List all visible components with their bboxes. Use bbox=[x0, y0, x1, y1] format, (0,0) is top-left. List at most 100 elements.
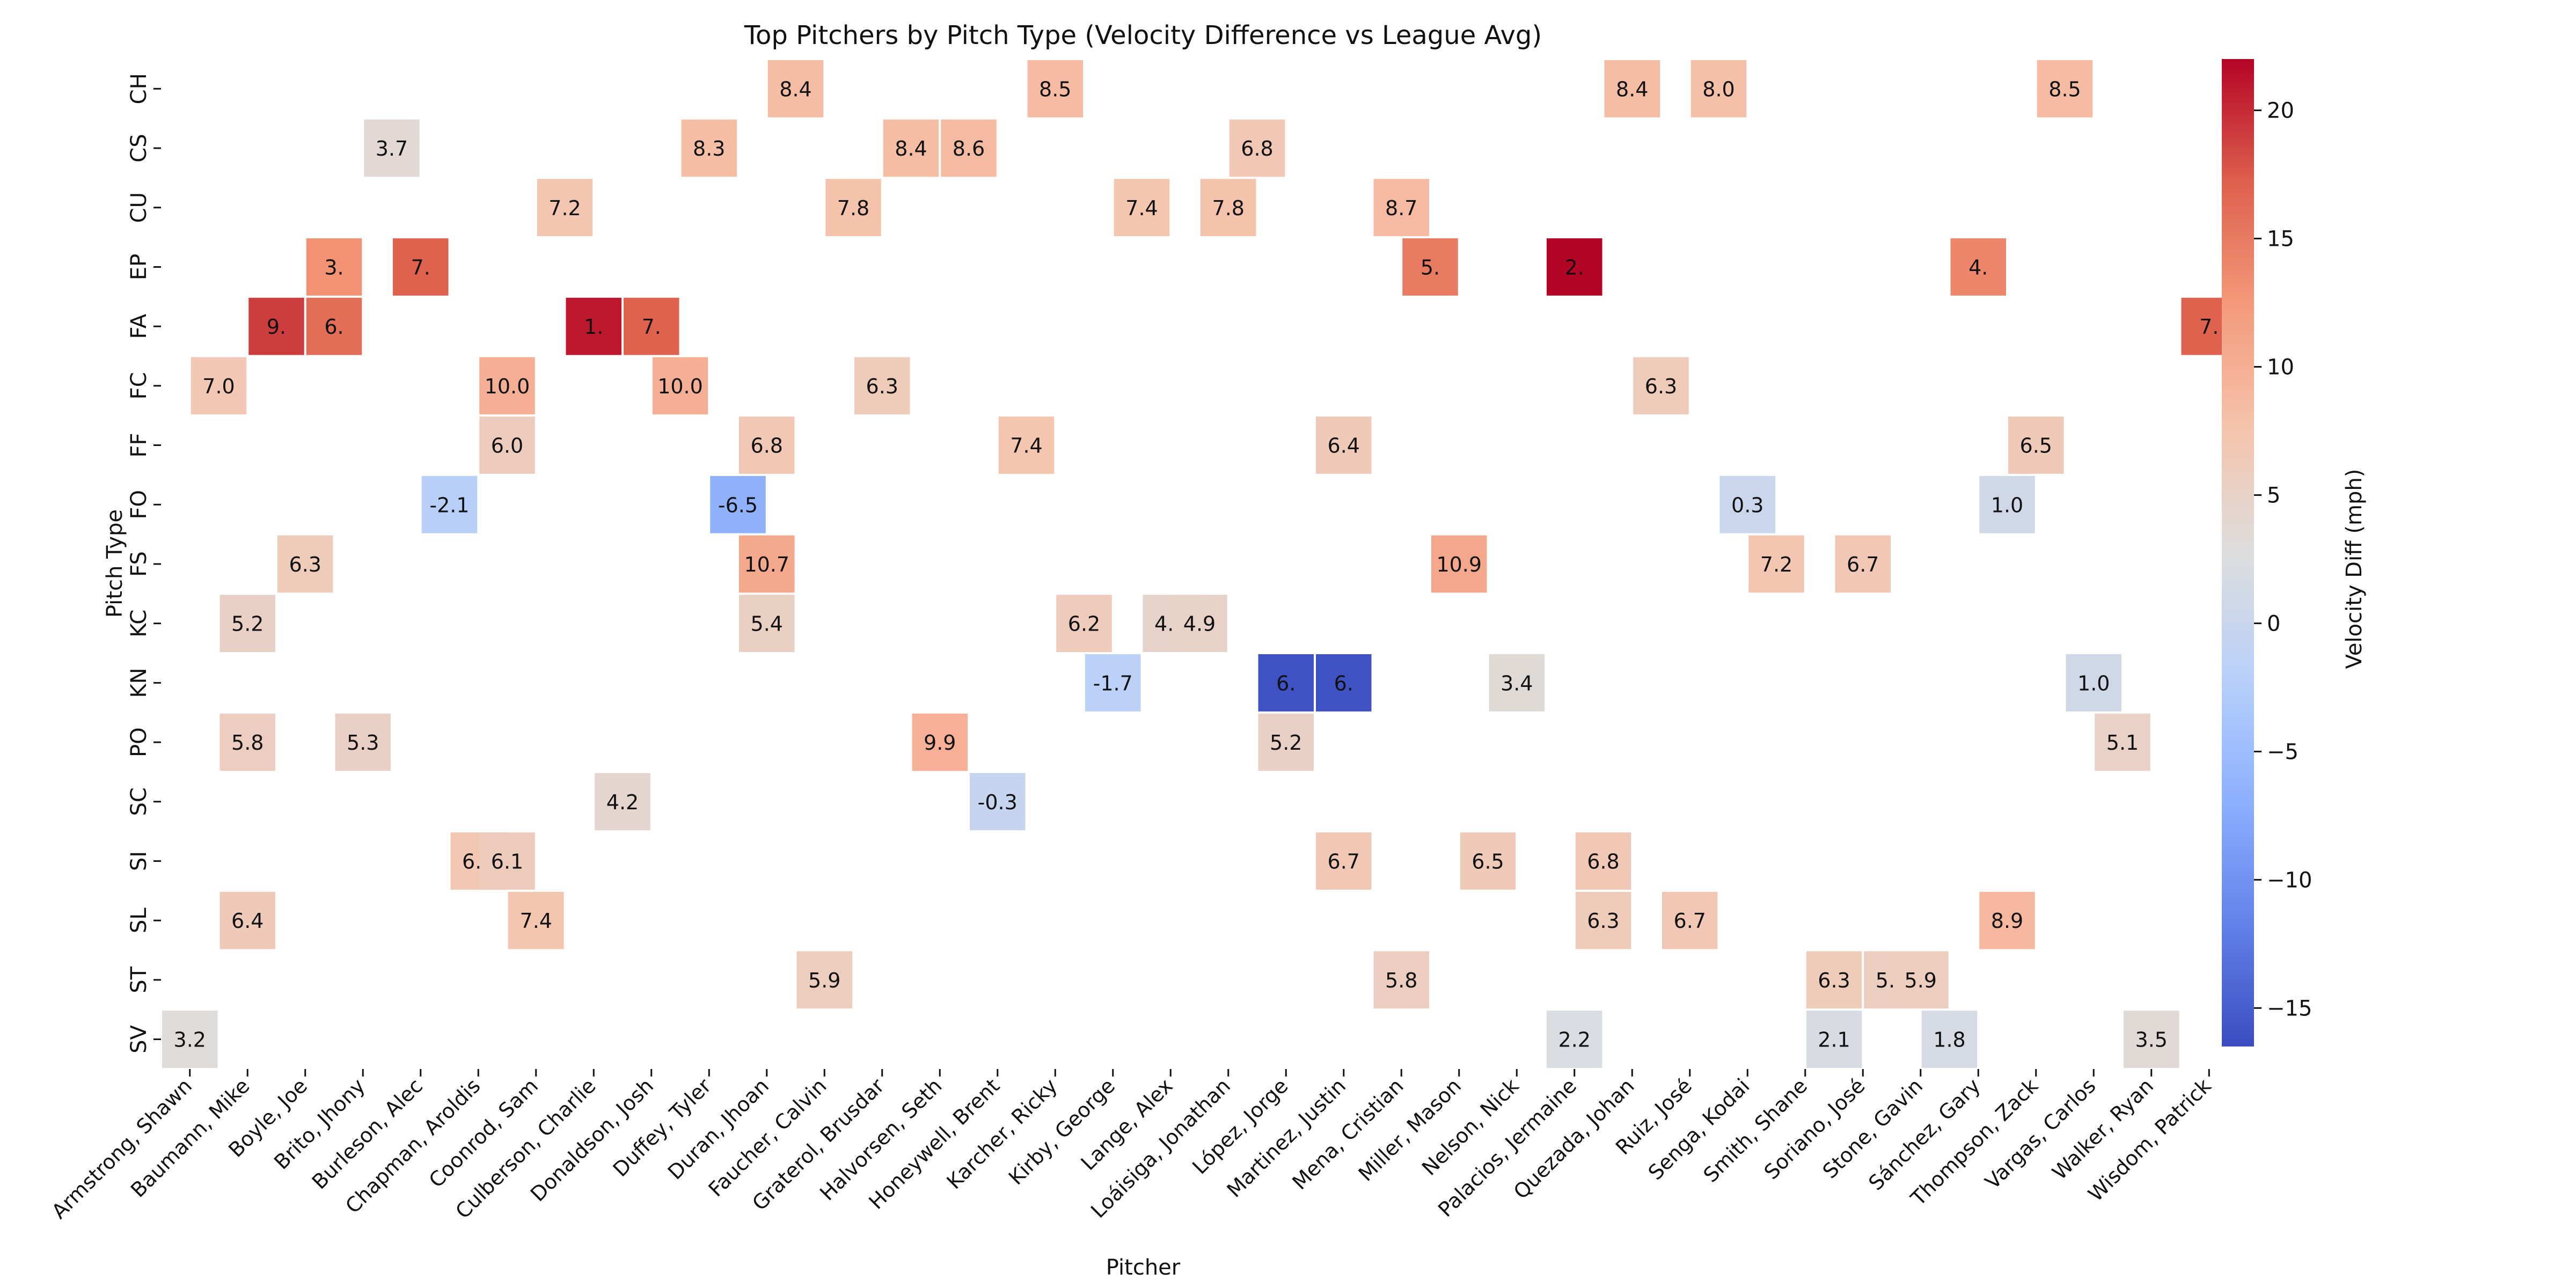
heatmap-cell bbox=[1373, 179, 1429, 237]
cell-value-label: 7.4 bbox=[1010, 434, 1042, 458]
cell-value-label: 10.0 bbox=[657, 375, 703, 398]
heatmap-cell bbox=[998, 416, 1055, 474]
cell-value-label: 8.5 bbox=[2048, 77, 2081, 101]
cell-value-label: 8.9 bbox=[1991, 909, 2023, 933]
cell-value-label: 7.4 bbox=[520, 909, 552, 933]
cell-value-label: -1.7 bbox=[1093, 671, 1133, 695]
cell-value-label: 5.8 bbox=[231, 731, 264, 755]
cell-value-label: 6.3 bbox=[1818, 969, 1850, 992]
y-axis-label: Pitch Type bbox=[103, 509, 127, 618]
cell-value-label: 6.8 bbox=[751, 434, 783, 458]
cell-value-label: 2. bbox=[1565, 255, 1584, 279]
cell-value-label: 2.1 bbox=[1818, 1028, 1850, 1052]
cell-value-label: 3. bbox=[324, 255, 343, 279]
y-tick-label: EP bbox=[127, 254, 151, 280]
heatmap-cell bbox=[941, 119, 997, 177]
cell-value-label: 5.4 bbox=[751, 612, 783, 636]
heatmap-cell bbox=[162, 1011, 218, 1068]
cell-value-label: 7.2 bbox=[548, 196, 581, 220]
heatmap-cell bbox=[306, 297, 362, 355]
heatmap-cell bbox=[1806, 1011, 1862, 1068]
cell-value-label: 6.4 bbox=[1328, 434, 1360, 458]
heatmap-cell bbox=[1460, 832, 1516, 890]
cell-value-label: 6.2 bbox=[1068, 612, 1100, 636]
heatmap-cell bbox=[1806, 951, 1862, 1009]
heatmap-cell bbox=[2008, 416, 2064, 474]
y-tick-label: SC bbox=[127, 787, 151, 816]
heatmap-cell bbox=[1893, 951, 1949, 1009]
x-tick-label: Smith, Shane bbox=[1699, 1074, 1812, 1187]
cell-value-label: 6.0 bbox=[491, 434, 523, 458]
colorbar-gradient bbox=[2222, 59, 2254, 1046]
heatmap-cell bbox=[2066, 654, 2121, 712]
cell-value-label: 7.0 bbox=[202, 375, 235, 398]
heatmap-cell bbox=[479, 832, 535, 890]
heatmap-cell bbox=[1575, 891, 1631, 949]
cell-value-label: 3.5 bbox=[2135, 1028, 2168, 1052]
heatmap-cells: 8.4 8.5 8.4 8.0 8.5 3.7 8.3 8.4 8.6 6.8 7.2 7.8 7.4 7… bbox=[162, 60, 2237, 1068]
y-tick-label: SV bbox=[127, 1025, 151, 1053]
heatmap-cell bbox=[2124, 1011, 2179, 1068]
heatmap-cell bbox=[1316, 832, 1372, 890]
heatmap-cell bbox=[854, 357, 910, 415]
y-tick-label: FO bbox=[127, 490, 151, 519]
heatmap-cell bbox=[1835, 535, 1891, 593]
heatmap-cell bbox=[710, 475, 766, 533]
x-tick-label: Miller, Mason bbox=[1354, 1074, 1466, 1185]
heatmap-cell bbox=[739, 595, 795, 652]
cell-value-label: 6.5 bbox=[1472, 850, 1504, 873]
cell-value-label: 6. bbox=[324, 315, 343, 339]
y-tick-label: CU bbox=[127, 192, 151, 223]
cell-value-label: 3.4 bbox=[1501, 671, 1533, 695]
cell-value-label: 8.6 bbox=[953, 137, 985, 160]
chart-title: Top Pitchers by Pitch Type (Velocity Dif… bbox=[744, 20, 1542, 50]
heatmap-cell bbox=[479, 357, 535, 415]
cell-value-label: 8.7 bbox=[1385, 196, 1417, 220]
heatmap-cell bbox=[1316, 416, 1372, 474]
heatmap-cell bbox=[739, 535, 795, 593]
heatmap-cell bbox=[1604, 60, 1660, 118]
heatmap-cell bbox=[1258, 713, 1314, 771]
y-tick-label: KN bbox=[127, 668, 151, 698]
heatmap-cell bbox=[912, 713, 968, 771]
cell-value-label: 6.3 bbox=[1587, 909, 1619, 933]
heatmap-cell bbox=[393, 238, 449, 296]
heatmap-cell bbox=[624, 297, 679, 355]
heatmap-cell bbox=[1229, 119, 1285, 177]
heatmap-cell bbox=[1172, 595, 1227, 652]
cell-value-label: 6.8 bbox=[1587, 850, 1619, 873]
cell-value-label: 5.1 bbox=[2106, 731, 2139, 755]
heatmap-cell bbox=[681, 119, 737, 177]
heatmap-cell bbox=[739, 416, 795, 474]
heatmap-cell bbox=[2095, 713, 2150, 771]
heatmap-cell bbox=[1748, 535, 1804, 593]
heatmap-cell bbox=[1402, 238, 1458, 296]
y-tick-label: SI bbox=[127, 851, 151, 871]
y-tick-label: KC bbox=[127, 610, 151, 638]
heatmap-cell bbox=[1547, 238, 1602, 296]
cell-value-label: 8.4 bbox=[895, 137, 927, 160]
cell-value-label: 6.4 bbox=[231, 909, 264, 933]
cell-value-label: 5.8 bbox=[1385, 969, 1417, 992]
heatmap-cell bbox=[1489, 654, 1545, 712]
colorbar-tick-label: 10 bbox=[2267, 355, 2294, 380]
cell-value-label: 5.3 bbox=[347, 731, 379, 755]
colorbar-tick-label: −10 bbox=[2267, 868, 2312, 892]
cell-value-label: 7.8 bbox=[837, 196, 869, 220]
cell-value-label: 6.3 bbox=[289, 553, 321, 576]
cell-value-label: 7.8 bbox=[1212, 196, 1245, 220]
heatmap-cell bbox=[364, 119, 420, 177]
y-tick-label: CS bbox=[127, 134, 151, 162]
heatmap-cell bbox=[306, 238, 362, 296]
heatmap-cell bbox=[1056, 595, 1112, 652]
heatmap-cell bbox=[1027, 60, 1083, 118]
heatmap-cell bbox=[421, 475, 478, 533]
heatmap-cell bbox=[191, 357, 247, 415]
colorbar-tick-label: −5 bbox=[2267, 740, 2299, 764]
cell-value-label: -6.5 bbox=[718, 493, 758, 517]
x-axis-label: Pitcher bbox=[1106, 1255, 1181, 1280]
cell-value-label: 10.9 bbox=[1436, 553, 1482, 576]
x-tick-label: Duran, Jhoan bbox=[663, 1074, 773, 1184]
